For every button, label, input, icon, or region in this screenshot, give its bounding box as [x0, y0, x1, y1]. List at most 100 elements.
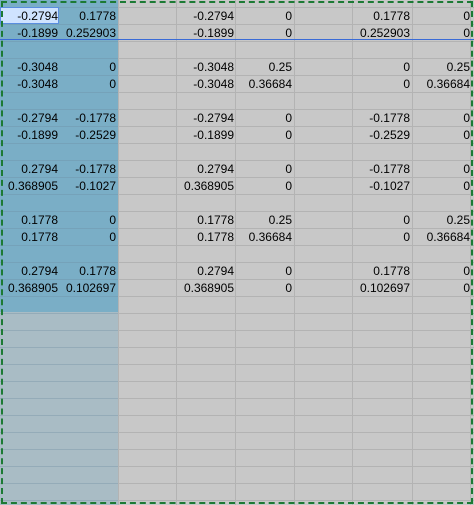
cell[interactable]: 0 — [463, 128, 470, 142]
cell[interactable] — [120, 144, 234, 161]
cell[interactable]: 0 — [463, 281, 470, 295]
cell[interactable]: 0.25 — [446, 213, 470, 227]
cell[interactable]: 0.2794 — [21, 264, 58, 278]
cell[interactable]: -0.2794 — [17, 9, 58, 23]
cell[interactable] — [120, 246, 234, 263]
cell[interactable]: 0 — [285, 162, 292, 176]
cell[interactable]: 0.1778 — [373, 264, 410, 278]
cell[interactable] — [296, 144, 410, 161]
cell[interactable]: 0 — [463, 9, 470, 23]
cell[interactable]: 0 — [109, 60, 116, 74]
cell[interactable]: 0 — [403, 213, 410, 227]
cell[interactable]: 0 — [403, 230, 410, 244]
cell[interactable]: 0 — [463, 179, 470, 193]
cell[interactable]: 0.1778 — [21, 230, 58, 244]
cell[interactable] — [62, 144, 116, 161]
cell[interactable] — [238, 246, 292, 263]
cell[interactable] — [120, 195, 234, 212]
cell[interactable]: 0.1778 — [79, 9, 116, 23]
cell[interactable] — [0, 246, 58, 263]
cell[interactable] — [0, 93, 58, 110]
cell[interactable]: 0.102697 — [65, 281, 116, 295]
cell[interactable]: -0.1027 — [75, 179, 116, 193]
cell[interactable]: -0.2794 — [193, 111, 234, 125]
cell[interactable] — [0, 195, 58, 212]
cell[interactable]: 0.25 — [268, 213, 292, 227]
cell[interactable]: 0.252903 — [359, 26, 410, 40]
cell[interactable] — [62, 93, 116, 110]
cell[interactable]: 0.36684 — [248, 230, 292, 244]
cell[interactable] — [238, 93, 292, 110]
cell[interactable] — [62, 42, 116, 59]
cell[interactable]: 0.2794 — [197, 162, 234, 176]
cell[interactable]: 0.368905 — [183, 179, 234, 193]
cell[interactable]: 0 — [403, 77, 410, 91]
cell[interactable]: 0 — [463, 26, 470, 40]
cell[interactable]: -0.1899 — [193, 26, 234, 40]
active-cell[interactable] — [0, 7, 59, 24]
cell[interactable] — [62, 195, 116, 212]
cell[interactable]: -0.1778 — [369, 111, 410, 125]
cell[interactable]: 0.368905 — [7, 281, 58, 295]
cell[interactable]: 0.102697 — [359, 281, 410, 295]
cell[interactable]: 0.36684 — [426, 230, 470, 244]
cell[interactable]: 0.2794 — [197, 264, 234, 278]
cell[interactable] — [0, 144, 58, 161]
cell[interactable]: -0.1778 — [75, 111, 116, 125]
cell[interactable]: 0.1778 — [373, 9, 410, 23]
cell[interactable]: -0.3048 — [17, 77, 58, 91]
cell[interactable]: -0.2529 — [369, 128, 410, 142]
cell[interactable] — [120, 42, 234, 59]
cell[interactable] — [0, 42, 58, 59]
cell[interactable]: -0.2794 — [193, 9, 234, 23]
cell[interactable] — [238, 195, 292, 212]
cell[interactable]: 0 — [285, 9, 292, 23]
cell[interactable] — [414, 42, 470, 59]
cell[interactable]: -0.3048 — [17, 60, 58, 74]
cell[interactable] — [414, 144, 470, 161]
cell[interactable] — [238, 42, 292, 59]
cell[interactable]: -0.1778 — [369, 162, 410, 176]
cell[interactable] — [296, 246, 410, 263]
cell[interactable]: 0.25 — [268, 60, 292, 74]
cell[interactable]: 0 — [109, 77, 116, 91]
cell[interactable]: 0.36684 — [426, 77, 470, 91]
cell[interactable]: 0 — [285, 179, 292, 193]
cell[interactable] — [238, 144, 292, 161]
cell[interactable]: 0 — [285, 264, 292, 278]
cell[interactable]: 0.1778 — [197, 230, 234, 244]
cell[interactable] — [296, 195, 410, 212]
cell[interactable] — [62, 246, 116, 263]
cell[interactable]: 0 — [109, 230, 116, 244]
cell[interactable]: 0.1778 — [197, 213, 234, 227]
cell[interactable]: 0.1778 — [79, 264, 116, 278]
cell[interactable]: 0 — [463, 264, 470, 278]
cell[interactable]: -0.2529 — [75, 128, 116, 142]
cell[interactable]: -0.1778 — [75, 162, 116, 176]
cell[interactable] — [296, 42, 410, 59]
cell[interactable]: 0 — [285, 281, 292, 295]
cell[interactable]: 0 — [285, 111, 292, 125]
cell[interactable]: 0 — [403, 60, 410, 74]
cell[interactable]: -0.1899 — [17, 128, 58, 142]
cell[interactable]: -0.3048 — [193, 77, 234, 91]
cell[interactable] — [296, 93, 410, 110]
cell[interactable] — [414, 246, 470, 263]
cell[interactable]: -0.1027 — [369, 179, 410, 193]
cell[interactable]: 0 — [463, 162, 470, 176]
cell[interactable]: 0.368905 — [7, 179, 58, 193]
cell[interactable]: -0.2794 — [17, 111, 58, 125]
cell[interactable] — [414, 195, 470, 212]
cell[interactable]: -0.1899 — [193, 128, 234, 142]
cell[interactable]: 0.368905 — [183, 281, 234, 295]
cell[interactable]: 0.2794 — [21, 162, 58, 176]
cell[interactable]: 0 — [109, 213, 116, 227]
cell[interactable]: 0.1778 — [21, 213, 58, 227]
cell[interactable] — [120, 93, 234, 110]
cell[interactable]: -0.3048 — [193, 60, 234, 74]
cell[interactable]: 0 — [463, 111, 470, 125]
cell[interactable]: 0.36684 — [248, 77, 292, 91]
cell[interactable]: -0.1899 — [17, 26, 58, 40]
cell[interactable]: 0 — [285, 128, 292, 142]
